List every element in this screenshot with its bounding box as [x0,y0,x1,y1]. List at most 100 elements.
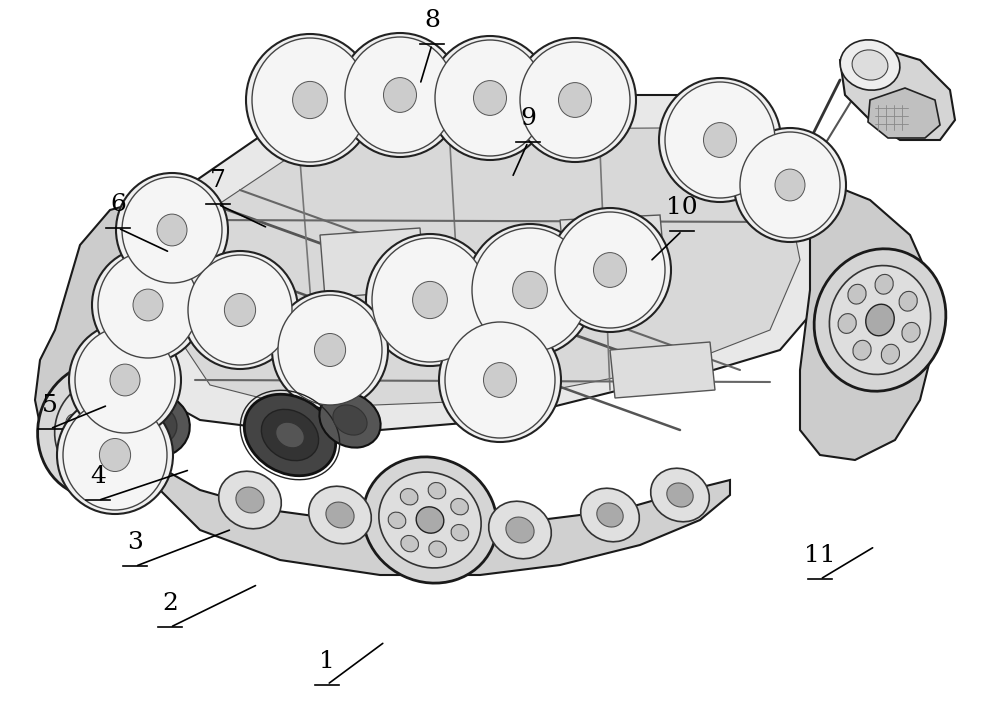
Ellipse shape [814,249,946,391]
Ellipse shape [246,34,374,166]
Ellipse shape [875,275,893,294]
Ellipse shape [445,322,555,438]
Polygon shape [320,228,425,298]
Text: 11: 11 [804,544,836,567]
Ellipse shape [594,252,626,288]
Ellipse shape [740,132,840,238]
Polygon shape [868,88,940,138]
Ellipse shape [116,173,228,287]
Ellipse shape [122,177,222,283]
Ellipse shape [188,255,292,365]
Ellipse shape [474,80,507,115]
Ellipse shape [38,362,162,498]
Ellipse shape [651,468,709,522]
Ellipse shape [555,212,665,328]
Ellipse shape [549,208,671,332]
Ellipse shape [157,214,187,246]
Ellipse shape [66,414,80,430]
Polygon shape [130,95,840,430]
Ellipse shape [489,501,551,559]
Ellipse shape [333,405,367,435]
Ellipse shape [113,400,127,416]
Ellipse shape [309,486,371,543]
Ellipse shape [372,238,488,362]
Ellipse shape [400,488,418,505]
Ellipse shape [63,400,167,510]
Ellipse shape [597,503,623,527]
Ellipse shape [276,422,304,448]
Ellipse shape [384,77,416,113]
Ellipse shape [219,471,281,528]
Ellipse shape [704,123,736,158]
Ellipse shape [319,392,381,447]
Polygon shape [840,45,955,140]
Ellipse shape [514,38,636,162]
Ellipse shape [416,507,444,533]
Ellipse shape [853,341,871,360]
Polygon shape [35,195,175,510]
Ellipse shape [339,33,461,157]
Ellipse shape [428,483,446,499]
Text: 5: 5 [42,394,58,417]
Ellipse shape [439,318,561,442]
Ellipse shape [829,265,931,374]
Ellipse shape [100,452,114,468]
Polygon shape [180,128,800,408]
Ellipse shape [451,498,468,515]
Ellipse shape [520,42,630,158]
Ellipse shape [252,38,368,162]
Ellipse shape [82,410,118,450]
Ellipse shape [57,396,173,514]
Ellipse shape [86,392,100,408]
Ellipse shape [472,228,588,352]
Ellipse shape [840,40,900,90]
Text: 10: 10 [666,196,698,219]
Ellipse shape [363,457,497,583]
Text: 6: 6 [110,193,126,216]
Ellipse shape [366,234,494,366]
Ellipse shape [866,304,894,336]
Ellipse shape [665,82,775,198]
Ellipse shape [98,252,198,358]
Ellipse shape [110,364,140,396]
Ellipse shape [484,363,516,397]
Polygon shape [800,180,935,460]
Ellipse shape [581,488,639,542]
Ellipse shape [120,430,134,446]
Ellipse shape [99,439,131,472]
Ellipse shape [120,393,190,457]
Text: 9: 9 [520,107,536,130]
Ellipse shape [881,344,900,364]
Ellipse shape [506,517,534,543]
Ellipse shape [413,281,447,318]
Ellipse shape [401,536,419,552]
Text: 8: 8 [424,9,440,32]
Ellipse shape [667,483,693,507]
Ellipse shape [92,248,204,362]
Ellipse shape [513,272,547,308]
Ellipse shape [838,313,856,333]
Text: 7: 7 [210,169,226,192]
Ellipse shape [55,380,145,480]
Ellipse shape [659,78,781,202]
Ellipse shape [73,444,87,460]
Ellipse shape [69,323,181,437]
Ellipse shape [775,169,805,201]
Ellipse shape [224,293,256,326]
Ellipse shape [75,327,175,433]
Ellipse shape [182,251,298,369]
Ellipse shape [429,36,551,160]
Ellipse shape [314,333,346,366]
Ellipse shape [244,394,336,476]
Ellipse shape [272,291,388,409]
Ellipse shape [899,291,917,311]
Ellipse shape [293,82,327,118]
Text: 2: 2 [162,592,178,615]
Ellipse shape [326,502,354,528]
Ellipse shape [236,487,264,513]
Ellipse shape [379,472,481,568]
Ellipse shape [852,50,888,80]
Text: 1: 1 [319,650,335,673]
Ellipse shape [466,224,594,356]
Ellipse shape [435,40,545,156]
